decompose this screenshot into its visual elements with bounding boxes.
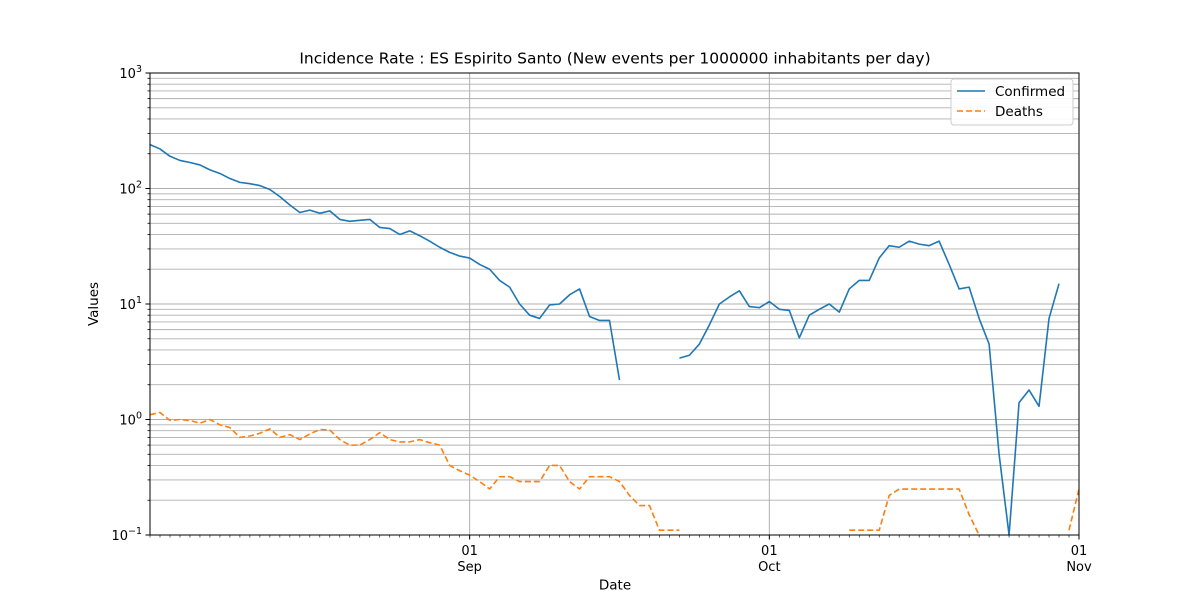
y-tick-label: 100 — [119, 411, 142, 429]
y-axis-ticks: 10−1 100 101 102 103 — [111, 64, 150, 544]
x-tick-month-label: Nov — [1066, 560, 1092, 575]
x-axis-label: Date — [599, 578, 631, 594]
x-tick-month-label: Oct — [758, 560, 780, 575]
grid-lines — [150, 73, 1080, 536]
y-tick-label: 103 — [119, 64, 142, 82]
legend-label-confirmed: Confirmed — [995, 84, 1065, 100]
y-tick-label: 10−1 — [111, 526, 142, 544]
series-lines — [150, 143, 1079, 535]
legend: Confirmed Deaths — [950, 78, 1074, 126]
x-tick-day-label: 01 — [1071, 544, 1088, 559]
x-tick-day-label: 01 — [461, 544, 478, 559]
legend-label-deaths: Deaths — [995, 104, 1043, 120]
y-tick-label: 102 — [119, 180, 142, 198]
x-tick-day-label: 01 — [761, 544, 778, 559]
x-tick-month-label: Sep — [457, 560, 482, 575]
series-line-confirmed — [150, 143, 1060, 535]
chart-title: Incidence Rate : ES Espirito Santo (New … — [299, 50, 930, 68]
y-tick-label: 101 — [119, 295, 142, 313]
y-axis-label: Values — [86, 282, 102, 326]
series-line-deaths — [150, 411, 1079, 535]
